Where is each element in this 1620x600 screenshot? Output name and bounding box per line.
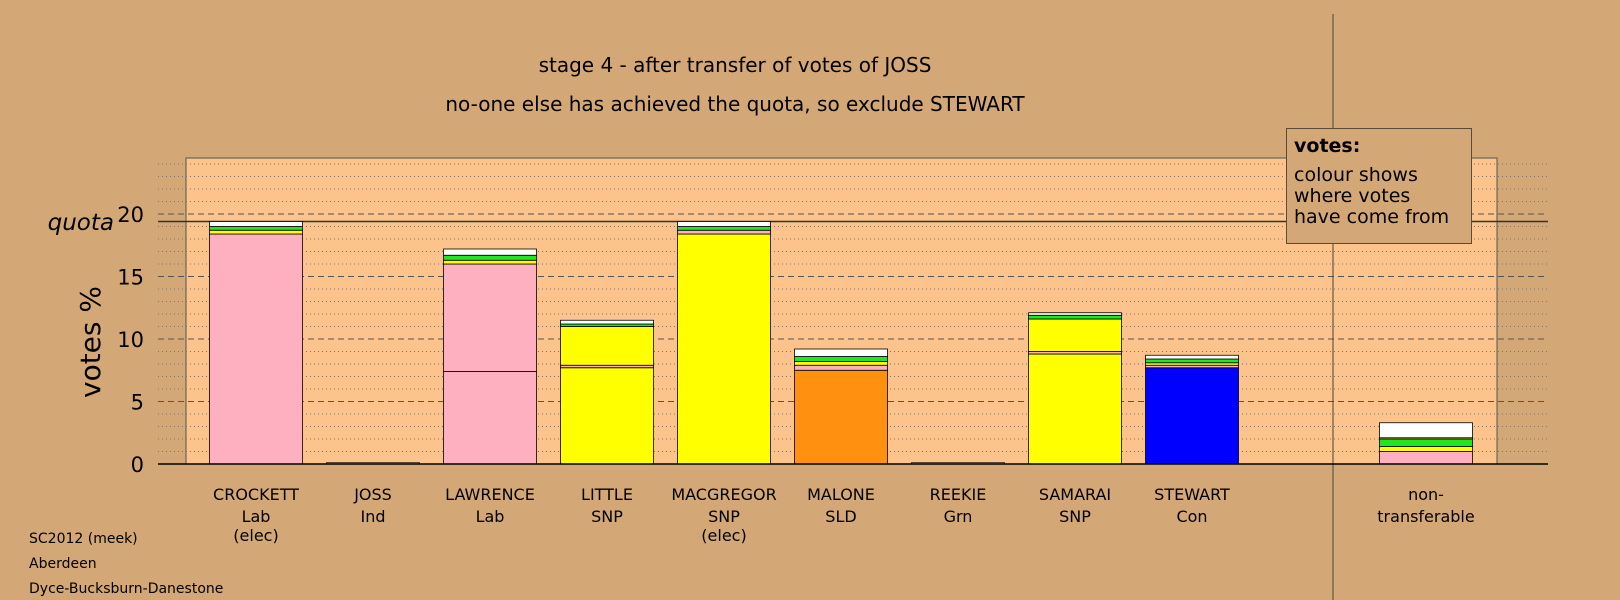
x-tick-party: Ind [360, 507, 385, 526]
legend-box: votes: colour shows where votes have com… [1286, 128, 1472, 244]
bar-malone-segment [794, 361, 888, 366]
x-tick-candidate-name: MACGREGOR [671, 485, 776, 504]
x-tick-party: SLD [825, 507, 856, 526]
bar-samarai-segment [1028, 318, 1122, 352]
bar-samarai-segment [1028, 314, 1122, 320]
bar-little-segment [560, 367, 654, 465]
footer-council: Aberdeen [29, 556, 97, 572]
bar-lawrence-segment [443, 263, 537, 372]
x-tick-party: Lab [476, 507, 505, 526]
x-tick-status: (elec) [701, 526, 746, 545]
x-tick-nontransferable-1: non- [1408, 485, 1444, 504]
x-tick-candidate-name: SAMARAI [1039, 485, 1111, 504]
bar-macgregor-segment [677, 233, 771, 465]
x-tick-candidate-name: CROCKETT [213, 485, 299, 504]
footer-ward: Dyce-Bucksburn-Danestone [29, 581, 224, 597]
bar-nontransferable-segment [1379, 451, 1473, 465]
bar-nontransferable-segment [1379, 446, 1473, 452]
bar-malone-segment [794, 348, 888, 357]
y-tick-label: 5 [131, 391, 144, 415]
y-tick-label: 15 [117, 266, 144, 290]
bar-little-segment [560, 326, 654, 366]
bar-lawrence-segment [443, 371, 537, 465]
bar-macgregor-segment [677, 226, 771, 231]
x-tick-candidate-name: JOSS [353, 485, 392, 504]
x-tick-party: Con [1176, 507, 1207, 526]
legend-text: colour shows where votes have come from [1294, 164, 1450, 228]
x-tick-party: SNP [708, 507, 740, 526]
x-tick-candidate-name: LAWRENCE [445, 485, 535, 504]
x-tick-party: Grn [944, 507, 973, 526]
y-tick-label: 20 [117, 203, 144, 227]
y-tick-label: 0 [131, 453, 144, 477]
x-tick-party: SNP [1059, 507, 1091, 526]
bar-nontransferable-segment [1379, 438, 1473, 447]
bar-stewart-segment [1145, 358, 1239, 364]
x-tick-candidate-name: STEWART [1154, 485, 1230, 504]
x-tick-candidate-name: MALONE [807, 485, 875, 504]
bar-lawrence-segment [443, 254, 537, 261]
bar-stewart-segment [1145, 367, 1239, 465]
x-tick-candidate-name: REEKIE [930, 485, 987, 504]
bar-crockett-segment [209, 221, 303, 227]
bar-nontransferable-segment [1379, 422, 1473, 439]
x-tick-candidate-name: LITTLE [581, 485, 633, 504]
x-tick-status: (elec) [233, 526, 278, 545]
chart-subtitle: no-one else has achieved the quota, so e… [445, 92, 1025, 116]
bar-samarai-segment [1028, 353, 1122, 465]
bar-little-segment [560, 319, 654, 325]
quota-label: quota [48, 210, 114, 236]
bar-stewart-segment [1145, 354, 1239, 360]
bar-lawrence-segment [443, 259, 537, 265]
x-tick-party: Lab [242, 507, 271, 526]
bar-malone-segment [794, 369, 888, 465]
bar-malone-segment [794, 364, 888, 371]
bar-samarai-segment [1028, 312, 1122, 316]
x-tick-nontransferable-2: transferable [1377, 507, 1474, 526]
bar-crockett-segment [209, 233, 303, 465]
bar-crockett-segment [209, 229, 303, 235]
footer-election: SC2012 (meek) [29, 531, 138, 547]
y-axis-label: votes % [74, 286, 107, 398]
bar-malone-segment [794, 356, 888, 362]
chart-title: stage 4 - after transfer of votes of JOS… [539, 53, 932, 77]
y-tick-label: 10 [117, 328, 144, 352]
bar-lawrence-segment [443, 248, 537, 256]
bar-macgregor-segment [677, 221, 771, 227]
x-tick-party: SNP [591, 507, 623, 526]
bar-crockett-segment [209, 226, 303, 231]
bar-macgregor-segment [677, 229, 771, 235]
legend-title: votes: [1294, 135, 1361, 157]
